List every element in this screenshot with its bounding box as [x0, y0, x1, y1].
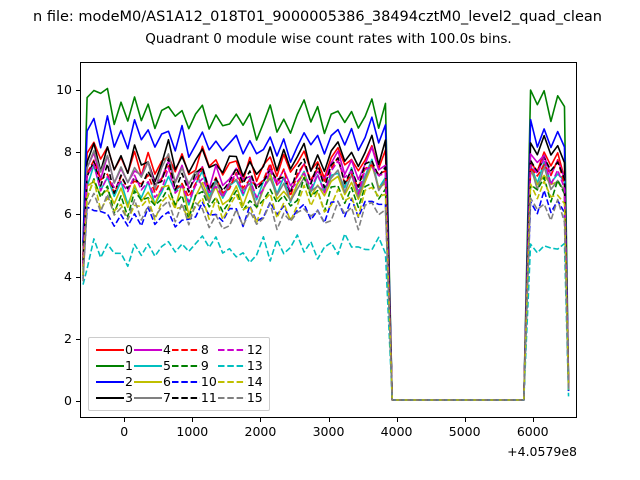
legend-swatch-14: [217, 374, 247, 390]
series-line-15: [82, 192, 570, 401]
legend-swatch-9: [171, 358, 201, 374]
y-tick-label: 8: [64, 144, 72, 160]
legend-label-7: 7: [162, 390, 171, 405]
x-tick-label: 4000: [380, 424, 413, 439]
legend-swatch-12: [217, 342, 247, 358]
legend-swatch-15: [217, 390, 247, 406]
y-tick-label: 6: [64, 206, 72, 222]
legend-label-3: 3: [125, 390, 133, 405]
legend-swatch-1: [95, 358, 125, 374]
y-tick-mark: [76, 214, 80, 216]
x-tick-label: 0: [120, 424, 129, 439]
legend-label-6: 6: [162, 374, 171, 389]
legend-label-5: 5: [162, 358, 171, 373]
x-tick-mark: [464, 418, 466, 422]
legend-swatch-10: [171, 374, 201, 390]
y-tick-label: 4: [64, 268, 72, 284]
legend-swatch-0: [95, 342, 125, 358]
x-tick-label: 5000: [448, 424, 481, 439]
legend-row: 3 7 11 15: [95, 390, 263, 406]
y-tick-label: 2: [64, 330, 72, 346]
x-tick-label: 1000: [176, 424, 209, 439]
page-title: Quadrant 0 module wise count rates with …: [145, 31, 512, 47]
legend-swatch-11: [171, 390, 201, 406]
legend-swatch-13: [217, 358, 247, 374]
x-tick-mark: [260, 418, 262, 422]
legend-label-4: 4: [162, 342, 171, 357]
x-tick-mark: [396, 418, 398, 422]
legend-row: 2 6 10 14: [95, 374, 263, 390]
legend-swatch-2: [95, 374, 125, 390]
legend-label-12: 12: [246, 342, 263, 357]
legend-swatch-5: [133, 358, 163, 374]
x-tick-label: 6000: [516, 424, 549, 439]
legend-row: 0 4 8 12: [95, 342, 263, 358]
series-line-9: [82, 176, 570, 401]
legend-swatch-6: [133, 374, 163, 390]
legend-table: 0 4 8 12 1 5 9 13 2 6 10 14 3 7 11 15: [95, 342, 263, 406]
legend-label-9: 9: [200, 358, 209, 373]
legend-label-15: 15: [246, 390, 263, 405]
x-tick-mark: [124, 418, 126, 422]
suptitle-text: n file: modeM0/AS1A12_018T01_9000005386_…: [33, 9, 602, 25]
legend-label-0: 0: [125, 342, 133, 357]
legend-label-11: 11: [200, 390, 217, 405]
x-tick-mark: [192, 418, 194, 422]
y-tick-mark: [76, 400, 80, 402]
legend-label-1: 1: [125, 358, 133, 373]
legend[interactable]: 0 4 8 12 1 5 9 13 2 6 10 14 3 7 11 15: [88, 337, 270, 411]
legend-label-13: 13: [246, 358, 263, 373]
y-tick-label: 10: [56, 81, 72, 97]
y-tick-mark: [76, 89, 80, 91]
legend-swatch-8: [171, 342, 201, 358]
x-axis-offset-text: +4.0579e8: [507, 444, 577, 459]
x-tick-mark: [328, 418, 330, 422]
series-canvas: [82, 87, 570, 401]
y-tick-mark: [76, 152, 80, 154]
legend-label-2: 2: [125, 374, 133, 389]
legend-swatch-7: [133, 390, 163, 406]
legend-label-8: 8: [200, 342, 209, 357]
x-tick-label: 3000: [312, 424, 345, 439]
y-tick-label: 0: [64, 392, 72, 408]
legend-swatch-3: [95, 390, 125, 406]
figure-suptitle: n file: modeM0/AS1A12_018T01_9000005386_…: [0, 8, 640, 26]
y-tick-mark: [76, 338, 80, 340]
legend-label-10: 10: [200, 374, 217, 389]
x-tick-mark: [532, 418, 534, 422]
legend-row: 1 5 9 13: [95, 358, 263, 374]
x-tick-label: 2000: [244, 424, 277, 439]
legend-label-14: 14: [246, 374, 263, 389]
legend-swatch-4: [133, 342, 163, 358]
y-tick-mark: [76, 276, 80, 278]
